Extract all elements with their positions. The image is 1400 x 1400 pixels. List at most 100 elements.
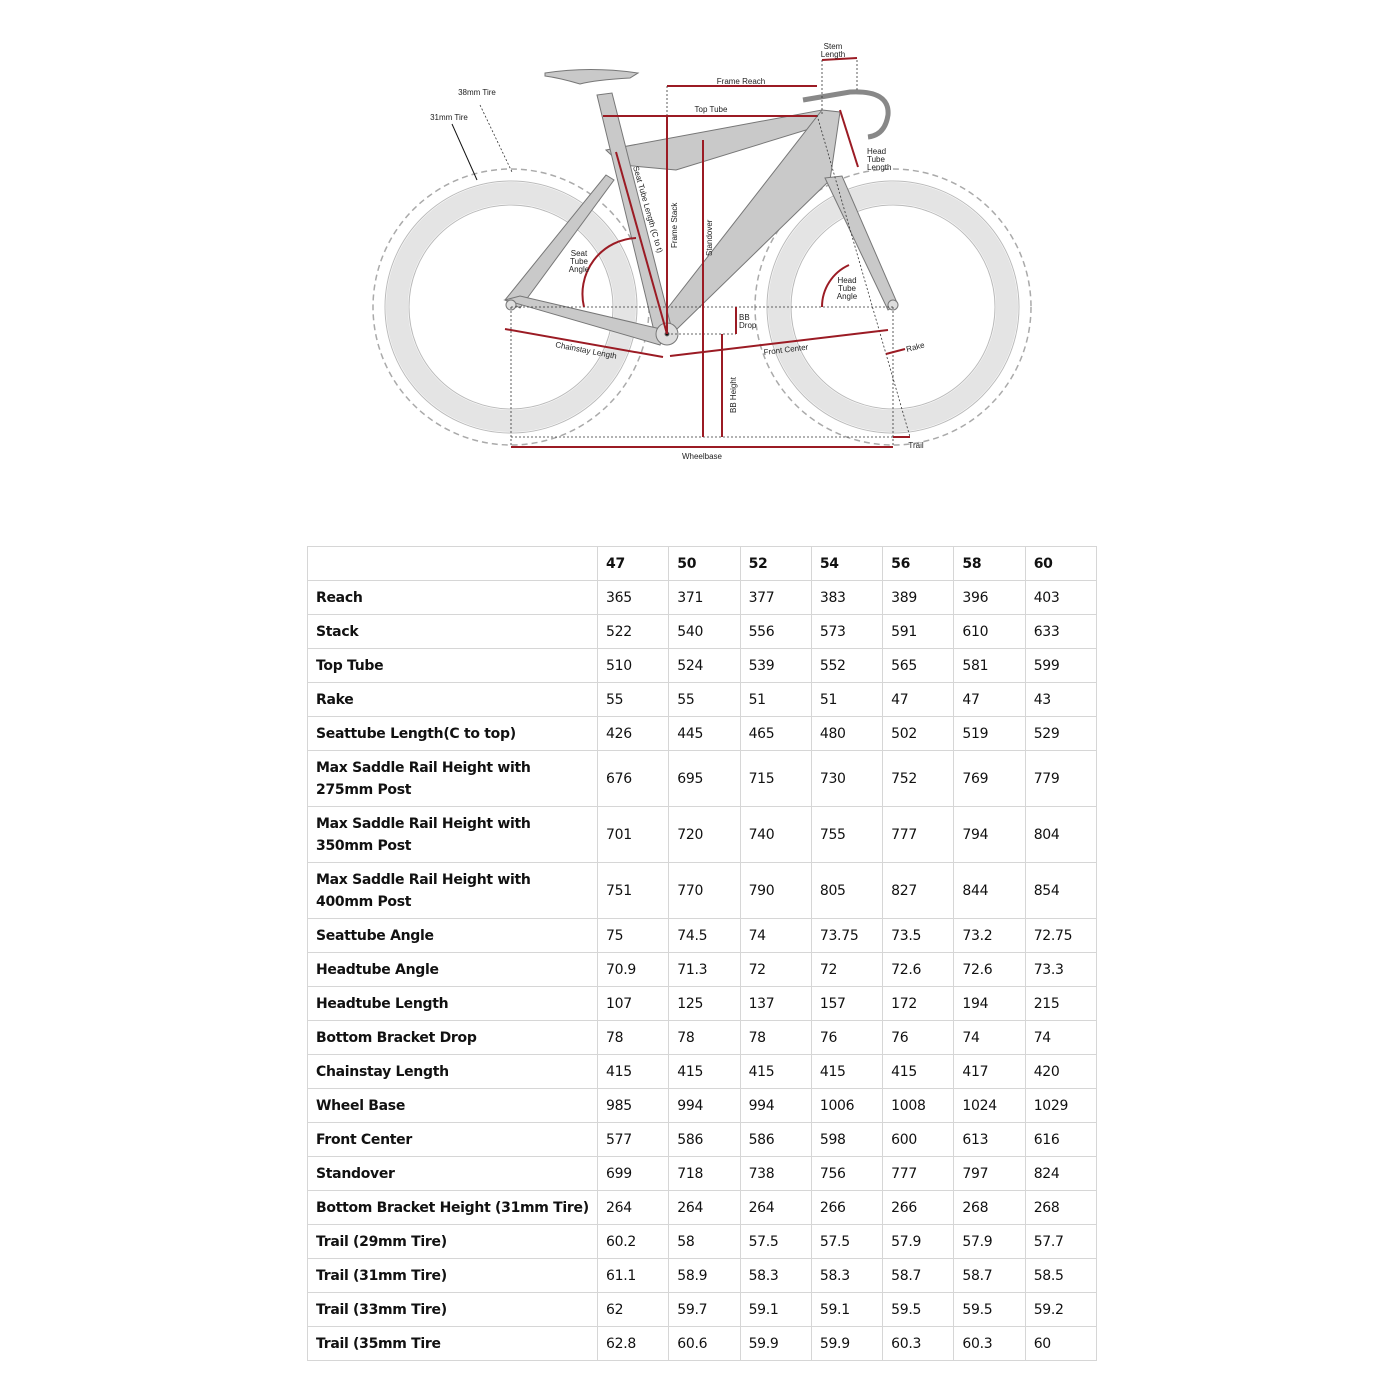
table-cell: 51 [810, 682, 884, 717]
label-bb-drop: Drop [739, 321, 757, 330]
table-cell: 58.5 [1024, 1258, 1098, 1293]
table-cell: 57.5 [739, 1224, 812, 1259]
table-cell: 58.9 [668, 1258, 741, 1293]
table-cell: 73.5 [882, 918, 955, 953]
table-cell: 524 [668, 648, 741, 683]
table-cell: 804 [1024, 806, 1098, 863]
table-cell: 59.5 [953, 1292, 1026, 1327]
table-cell: 994 [739, 1088, 812, 1123]
row-label: Top Tube [307, 648, 598, 683]
label-tire-31: 31mm Tire [430, 113, 468, 122]
size-header: 56 [882, 546, 955, 581]
table-cell: 581 [953, 648, 1026, 683]
table-cell: 59.2 [1024, 1292, 1098, 1327]
table-cell: 610 [953, 614, 1026, 649]
table-cell: 415 [739, 1054, 812, 1089]
table-cell: 72.6 [882, 952, 955, 987]
table-cell: 827 [882, 862, 955, 919]
table-cell: 633 [1024, 614, 1098, 649]
row-label: Headtube Length [307, 986, 598, 1021]
table-row: Max Saddle Rail Height with 350mm Post 70… [307, 806, 1098, 863]
table-cell: 599 [1024, 648, 1098, 683]
table-cell: 58.3 [739, 1258, 812, 1293]
table-cell: 565 [882, 648, 955, 683]
label-top-tube: Top Tube [695, 105, 728, 114]
table-cell: 72 [810, 952, 884, 987]
table-row: Trail (35mm Tire 62.8 60.6 59.9 59.9 60.3 60.3… [307, 1326, 1098, 1361]
table-row: Max Saddle Rail Height with 400mm Post 75… [307, 862, 1098, 919]
label-head-tube-length: Tube [867, 155, 885, 164]
table-cell: 701 [596, 806, 670, 863]
row-label: Standover [307, 1156, 598, 1191]
table-cell: 699 [596, 1156, 670, 1191]
table-cell: 502 [882, 716, 955, 751]
table-cell: 60.6 [668, 1326, 741, 1361]
row-label: Max Saddle Rail Height with 275mm Post [307, 750, 598, 807]
table-cell: 420 [1024, 1054, 1098, 1089]
table-cell: 57.7 [1024, 1224, 1098, 1259]
table-cell: 396 [953, 580, 1026, 615]
table-cell: 777 [882, 1156, 955, 1191]
table-cell: 76 [810, 1020, 884, 1055]
table-cell: 844 [953, 862, 1026, 919]
table-cell: 55 [668, 682, 741, 717]
table-cell: 157 [810, 986, 884, 1021]
table-cell: 465 [739, 716, 812, 751]
table-cell: 480 [810, 716, 884, 751]
table-cell: 268 [1024, 1190, 1098, 1225]
table-cell: 770 [668, 862, 741, 919]
table-cell: 824 [1024, 1156, 1098, 1191]
bike-geometry-diagram: Stem Length Frame Reach Top Tube 38mm Ti… [372, 42, 1032, 461]
table-cell: 61.1 [596, 1258, 670, 1293]
table-cell: 47 [953, 682, 1026, 717]
label-head-tube-angle: Angle [837, 292, 858, 301]
table-cell: 1024 [953, 1088, 1026, 1123]
label-tire-38: 38mm Tire [458, 88, 496, 97]
table-cell: 445 [668, 716, 741, 751]
table-row: Trail (33mm Tire) 62 59.7 59.1 59.1 59.5 59.5 5… [307, 1292, 1098, 1327]
row-label: Trail (29mm Tire) [307, 1224, 598, 1259]
table-cell: 756 [810, 1156, 884, 1191]
row-label: Wheel Base [307, 1088, 598, 1123]
table-row: Reach 365 371 377 383 389 396 403 [307, 580, 1098, 615]
row-label: Bottom Bracket Drop [307, 1020, 598, 1055]
table-cell: 76 [882, 1020, 955, 1055]
table-cell: 62 [596, 1292, 670, 1327]
table-cell: 616 [1024, 1122, 1098, 1157]
geometry-table: 47 50 52 54 56 58 60 Reach 365 371 377 383 389 396 403… [307, 546, 1098, 1361]
table-cell: 730 [810, 750, 884, 807]
table-cell: 74.5 [668, 918, 741, 953]
table-cell: 58.7 [953, 1258, 1026, 1293]
table-row: Headtube Length 107 125 137 157 172 194 215 [307, 986, 1098, 1021]
table-cell: 371 [668, 580, 741, 615]
table-cell: 740 [739, 806, 812, 863]
table-row: Stack 522 540 556 573 591 610 633 [307, 614, 1098, 649]
table-cell: 74 [739, 918, 812, 953]
table-cell: 59.7 [668, 1292, 741, 1327]
table-cell: 415 [596, 1054, 670, 1089]
table-cell: 194 [953, 986, 1026, 1021]
table-cell: 797 [953, 1156, 1026, 1191]
table-header-row: 47 50 52 54 56 58 60 [307, 546, 1098, 581]
table-cell: 718 [668, 1156, 741, 1191]
table-cell: 172 [882, 986, 955, 1021]
label-seat-tube-angle: Tube [570, 257, 588, 266]
table-cell: 264 [668, 1190, 741, 1225]
table-cell: 59.1 [739, 1292, 812, 1327]
label-standover: Standover [705, 219, 714, 256]
row-label: Max Saddle Rail Height with 350mm Post [307, 806, 598, 863]
row-label: Max Saddle Rail Height with 400mm Post [307, 862, 598, 919]
table-cell: 365 [596, 580, 670, 615]
table-row: Max Saddle Rail Height with 275mm Post 67… [307, 750, 1098, 807]
size-header: 47 [596, 546, 670, 581]
table-row: Seattube Angle 75 74.5 74 73.75 73.5 73.2 72.75 [307, 918, 1098, 953]
table-cell: 75 [596, 918, 670, 953]
table-cell: 415 [810, 1054, 884, 1089]
table-cell: 268 [953, 1190, 1026, 1225]
table-cell: 752 [882, 750, 955, 807]
row-label: Front Center [307, 1122, 598, 1157]
table-cell: 78 [668, 1020, 741, 1055]
table-cell: 769 [953, 750, 1026, 807]
table-cell: 62.8 [596, 1326, 670, 1361]
row-label: Bottom Bracket Height (31mm Tire) [307, 1190, 598, 1225]
